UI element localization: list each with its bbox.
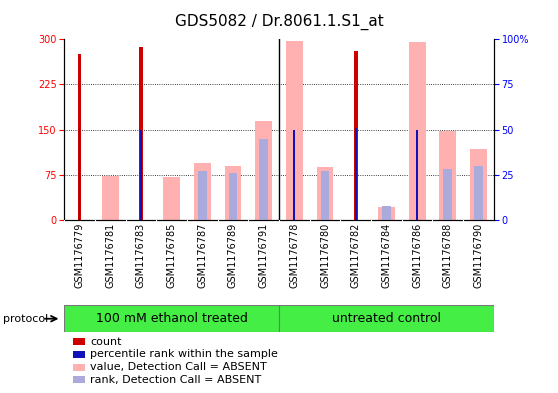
Bar <box>259 139 268 220</box>
Text: GSM1176787: GSM1176787 <box>198 222 207 288</box>
Text: GSM1176786: GSM1176786 <box>412 222 422 288</box>
Bar <box>224 166 242 220</box>
Text: GSM1176781: GSM1176781 <box>105 222 115 288</box>
Bar <box>354 51 358 220</box>
Bar <box>378 207 395 220</box>
Bar <box>229 173 237 220</box>
Text: GSM1176790: GSM1176790 <box>474 222 483 288</box>
Text: GSM1176780: GSM1176780 <box>320 222 330 288</box>
Bar <box>64 305 279 332</box>
Text: 100 mM ethanol treated: 100 mM ethanol treated <box>95 312 248 325</box>
Bar <box>255 121 272 220</box>
Text: GSM1176784: GSM1176784 <box>382 222 391 288</box>
Text: GSM1176783: GSM1176783 <box>136 222 146 288</box>
Bar <box>198 171 206 220</box>
Bar <box>439 131 456 220</box>
Bar <box>474 166 483 220</box>
Bar <box>470 149 487 220</box>
Bar <box>139 47 143 220</box>
Bar <box>78 54 81 220</box>
Bar <box>316 167 334 220</box>
Bar <box>321 171 329 220</box>
Bar <box>444 169 452 220</box>
Bar <box>194 163 211 220</box>
Text: GSM1176791: GSM1176791 <box>259 222 268 288</box>
Text: GSM1176789: GSM1176789 <box>228 222 238 288</box>
Text: GSM1176785: GSM1176785 <box>167 222 176 288</box>
Text: rank, Detection Call = ABSENT: rank, Detection Call = ABSENT <box>90 375 262 385</box>
Text: untreated control: untreated control <box>332 312 441 325</box>
Text: percentile rank within the sample: percentile rank within the sample <box>90 349 278 360</box>
Bar <box>286 41 303 220</box>
Bar <box>140 130 142 220</box>
Text: count: count <box>90 337 122 347</box>
Text: GSM1176788: GSM1176788 <box>443 222 453 288</box>
Bar <box>102 176 119 220</box>
Text: value, Detection Call = ABSENT: value, Detection Call = ABSENT <box>90 362 267 372</box>
Bar <box>79 128 80 220</box>
Bar <box>408 42 426 220</box>
Bar <box>382 206 391 220</box>
Text: GDS5082 / Dr.8061.1.S1_at: GDS5082 / Dr.8061.1.S1_at <box>175 14 383 30</box>
Text: GSM1176779: GSM1176779 <box>75 222 84 288</box>
Bar <box>416 130 418 220</box>
Bar <box>279 305 494 332</box>
Text: GSM1176778: GSM1176778 <box>290 222 299 288</box>
Bar <box>355 128 357 220</box>
Bar <box>163 177 180 220</box>
Text: protocol: protocol <box>3 314 48 324</box>
Text: GSM1176782: GSM1176782 <box>351 222 360 288</box>
Bar <box>294 130 295 220</box>
